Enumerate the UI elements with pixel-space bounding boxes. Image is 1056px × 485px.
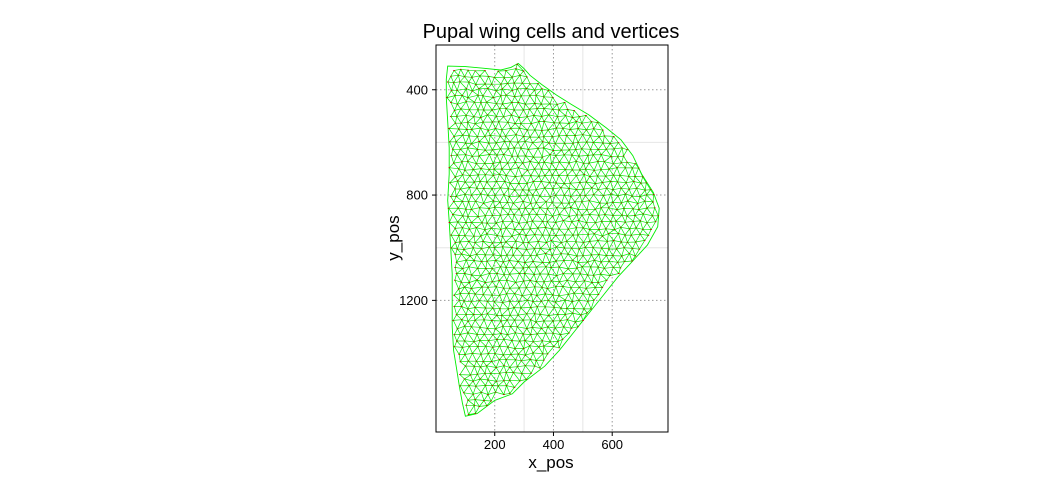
vertex-points [446,63,660,416]
cell-mesh [445,62,660,417]
plot-panel-border [435,44,669,433]
x-tick-label: 200 [484,437,506,452]
axis-ticks: 200 400 600 400 800 1200 [399,82,623,452]
y-tick-label: 1200 [399,293,428,308]
x-axis-label: x_pos [528,453,573,472]
chart-title: Pupal wing cells and vertices [423,21,680,43]
x-tick-label: 600 [601,437,623,452]
y-tick-label: 400 [406,82,428,97]
y-tick-label: 800 [406,188,428,203]
wing-outline [445,62,660,417]
vertices [446,63,660,416]
y-axis-label: y_pos [384,215,403,260]
x-tick-label: 400 [543,437,565,452]
cell-edges [446,64,659,415]
